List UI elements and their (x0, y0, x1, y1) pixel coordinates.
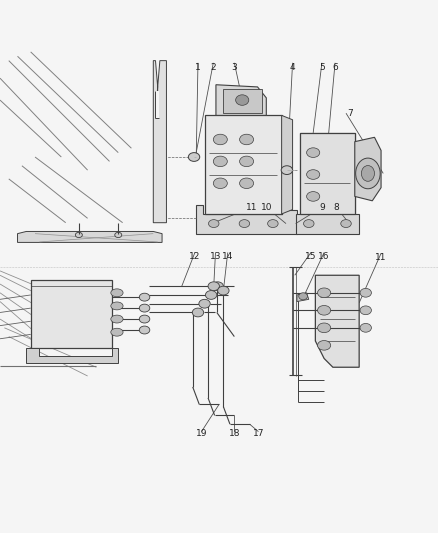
Ellipse shape (360, 324, 371, 332)
Polygon shape (282, 115, 293, 214)
Text: 3: 3 (231, 62, 237, 71)
Ellipse shape (208, 220, 219, 228)
Text: 1: 1 (195, 62, 201, 71)
Ellipse shape (199, 300, 210, 308)
Ellipse shape (281, 166, 293, 174)
Text: 2: 2 (211, 62, 216, 71)
Ellipse shape (361, 166, 374, 181)
Ellipse shape (213, 134, 227, 145)
Ellipse shape (307, 148, 320, 157)
Ellipse shape (240, 156, 254, 167)
Text: 5: 5 (319, 62, 325, 71)
Polygon shape (216, 85, 266, 115)
Text: 18: 18 (229, 429, 240, 438)
Ellipse shape (307, 169, 320, 179)
Ellipse shape (318, 341, 331, 350)
Polygon shape (26, 348, 118, 363)
Ellipse shape (115, 232, 122, 238)
Text: 14: 14 (222, 252, 233, 261)
Ellipse shape (192, 308, 204, 317)
Text: 12: 12 (189, 252, 201, 261)
Ellipse shape (111, 328, 123, 336)
Ellipse shape (299, 293, 307, 300)
Polygon shape (315, 275, 359, 367)
Ellipse shape (239, 220, 250, 228)
Text: 11: 11 (375, 253, 387, 262)
Text: 11: 11 (246, 203, 258, 212)
Text: 15: 15 (305, 252, 317, 261)
Ellipse shape (139, 315, 150, 323)
Text: 6: 6 (332, 62, 338, 71)
Ellipse shape (188, 152, 200, 161)
Text: 4: 4 (290, 62, 295, 71)
Ellipse shape (139, 326, 150, 334)
Ellipse shape (111, 289, 123, 297)
Polygon shape (153, 61, 166, 223)
Text: 9: 9 (319, 203, 325, 212)
Polygon shape (155, 91, 159, 118)
Polygon shape (355, 138, 381, 201)
Ellipse shape (268, 220, 278, 228)
Ellipse shape (307, 191, 320, 201)
Ellipse shape (240, 134, 254, 145)
Ellipse shape (212, 282, 223, 290)
Polygon shape (297, 293, 309, 302)
Text: 10: 10 (261, 203, 272, 212)
Ellipse shape (236, 95, 249, 106)
Bar (300, 133, 355, 214)
Ellipse shape (304, 220, 314, 228)
Ellipse shape (360, 288, 371, 297)
Ellipse shape (318, 305, 331, 315)
Ellipse shape (318, 288, 331, 297)
Ellipse shape (111, 302, 123, 310)
Ellipse shape (318, 323, 331, 333)
Bar (205, 115, 282, 214)
Text: 16: 16 (318, 252, 330, 261)
Ellipse shape (341, 220, 351, 228)
Text: 17: 17 (253, 429, 264, 438)
Ellipse shape (139, 293, 150, 301)
Bar (223, 89, 262, 113)
Ellipse shape (111, 315, 123, 323)
Text: 19: 19 (196, 429, 207, 438)
Polygon shape (18, 231, 162, 243)
Ellipse shape (205, 290, 217, 300)
Polygon shape (296, 133, 359, 233)
Ellipse shape (75, 232, 82, 238)
Ellipse shape (213, 178, 227, 189)
Bar (31, 280, 112, 348)
Ellipse shape (208, 282, 219, 290)
Ellipse shape (218, 286, 229, 295)
Polygon shape (196, 205, 297, 233)
Text: 7: 7 (347, 109, 353, 118)
Text: 13: 13 (210, 252, 221, 261)
Ellipse shape (213, 156, 227, 167)
Ellipse shape (360, 306, 371, 314)
Ellipse shape (240, 178, 254, 189)
Ellipse shape (139, 304, 150, 312)
Ellipse shape (356, 158, 380, 189)
Text: 8: 8 (333, 203, 339, 212)
